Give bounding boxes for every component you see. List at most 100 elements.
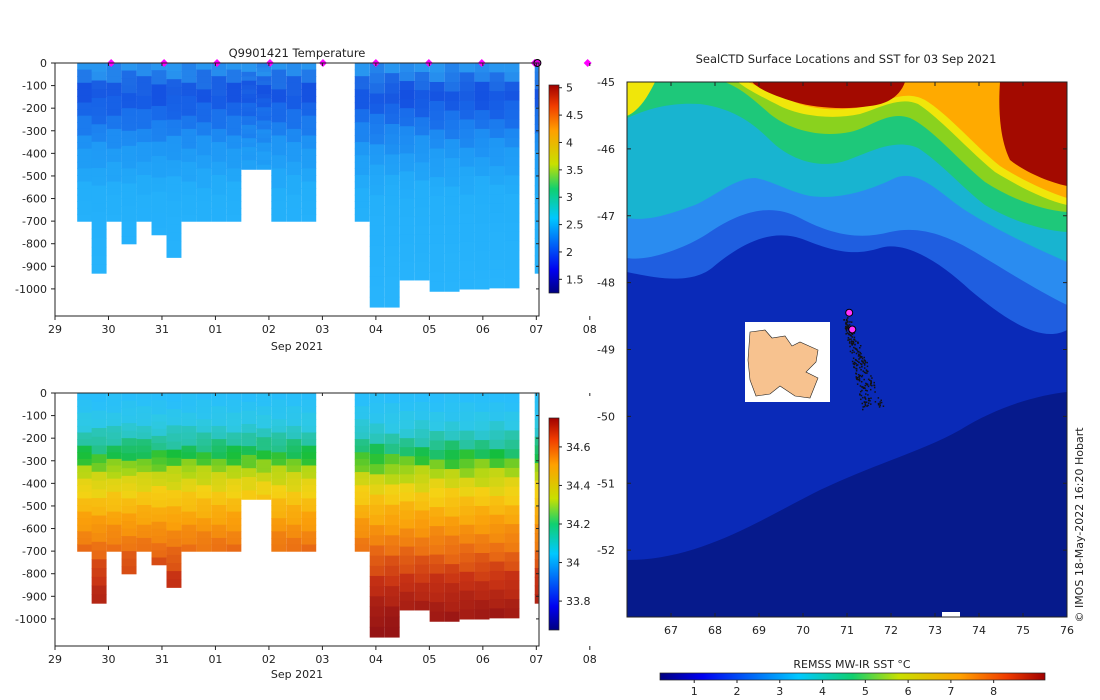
profile-cell: [504, 184, 520, 195]
profile-column: [151, 63, 167, 236]
profile-cell: [474, 81, 490, 92]
profile-cell: [151, 521, 167, 530]
profile-cell: [106, 82, 122, 90]
profile-cell: [286, 425, 302, 434]
track-point: [874, 391, 876, 393]
profile-cell: [474, 279, 490, 290]
track-point: [863, 401, 866, 403]
profile-cell: [106, 478, 122, 486]
profile-cell: [271, 181, 287, 189]
profile-column: [196, 393, 212, 552]
track-point: [852, 362, 855, 365]
profile-cell: [444, 516, 460, 527]
profile-cell: [286, 155, 302, 163]
track-point: [855, 340, 857, 343]
profile-cell: [474, 128, 490, 139]
profile-cell: [429, 497, 445, 508]
profile-cell: [271, 393, 287, 401]
profile-cell: [271, 148, 287, 156]
profile-cell: [444, 583, 460, 594]
profile-cell: [181, 425, 197, 434]
profile-cell: [91, 594, 107, 604]
profile-cell: [241, 155, 257, 161]
profile-cell: [91, 194, 107, 204]
y-tick-label: 0: [40, 387, 47, 400]
profile-cell: [181, 155, 197, 163]
profile-cell: [271, 201, 287, 209]
profile-cell: [271, 465, 287, 473]
profile-cell: [534, 203, 539, 213]
profile-cell: [91, 255, 107, 265]
profile-cell: [414, 528, 430, 539]
profile-cell: [534, 568, 539, 578]
profile-cell: [211, 531, 227, 539]
profile-cell: [384, 103, 400, 115]
track-point: [858, 376, 860, 378]
profile-cell: [256, 164, 272, 170]
profile-cell: [399, 510, 415, 521]
profile-cell: [106, 214, 122, 222]
profile-cell: [196, 142, 212, 150]
profile-cell: [121, 536, 137, 545]
profile-cell: [151, 220, 167, 229]
profile-cell: [181, 161, 197, 170]
profile-cell: [196, 393, 212, 401]
track-point: [869, 384, 872, 386]
profile-column: [106, 393, 122, 552]
track-point: [862, 370, 864, 372]
profile-cell: [106, 161, 122, 170]
y-tick-label: -1000: [15, 613, 47, 626]
profile-cell: [211, 432, 227, 440]
profile-cell: [354, 155, 370, 163]
track-point: [849, 321, 851, 323]
profile-cell: [256, 89, 272, 95]
profile-cell: [444, 167, 460, 178]
track-point: [846, 324, 848, 326]
profile-cell: [181, 465, 197, 473]
profile-cell: [429, 592, 445, 603]
lat-tick-label: -51: [597, 477, 615, 490]
temperature-panel: Q9901421 Temperature 0-100-200-300-400-5…: [15, 46, 597, 353]
profile-cell: [241, 406, 257, 412]
profile-cell: [77, 393, 93, 401]
profile-cell: [181, 63, 197, 71]
profile-cell: [429, 507, 445, 518]
profile-cell: [166, 522, 182, 532]
profile-cell: [256, 76, 272, 82]
track-point: [870, 381, 873, 383]
profile-cell: [226, 485, 242, 493]
profile-cell: [384, 276, 400, 288]
profile-cell: [444, 535, 460, 546]
profile-cell: [384, 403, 400, 414]
track-point: [882, 405, 885, 407]
profile-cell: [136, 142, 152, 150]
sst-warm-core-north: [752, 82, 905, 109]
profile-cell: [444, 421, 460, 432]
profile-cell: [301, 214, 317, 222]
track-point: [853, 338, 855, 341]
profile-cell: [151, 198, 167, 207]
temperature-x-label: Sep 2021: [271, 340, 323, 353]
profile-cell: [136, 63, 152, 71]
profile-cell: [414, 207, 430, 218]
profile-cell: [489, 580, 505, 591]
profile-cell: [534, 585, 539, 595]
profile-cell: [354, 109, 370, 117]
profile-cell: [286, 518, 302, 526]
profile-cell: [106, 207, 122, 216]
profile-cell: [271, 445, 287, 453]
profile-cell: [534, 401, 539, 412]
profile-cell: [106, 63, 122, 71]
profile-cell: [369, 586, 385, 597]
profile-cell: [256, 485, 272, 491]
profile-cell: [429, 393, 445, 404]
profile-cell: [444, 478, 460, 489]
profile-cell: [256, 85, 272, 91]
profile-column: [106, 63, 122, 222]
profile-cell: [136, 485, 152, 493]
profile-cell: [429, 545, 445, 556]
profile-cell: [181, 175, 197, 183]
profile-column: [256, 63, 272, 170]
profile-cell: [91, 541, 107, 552]
profile-cell: [369, 164, 385, 176]
